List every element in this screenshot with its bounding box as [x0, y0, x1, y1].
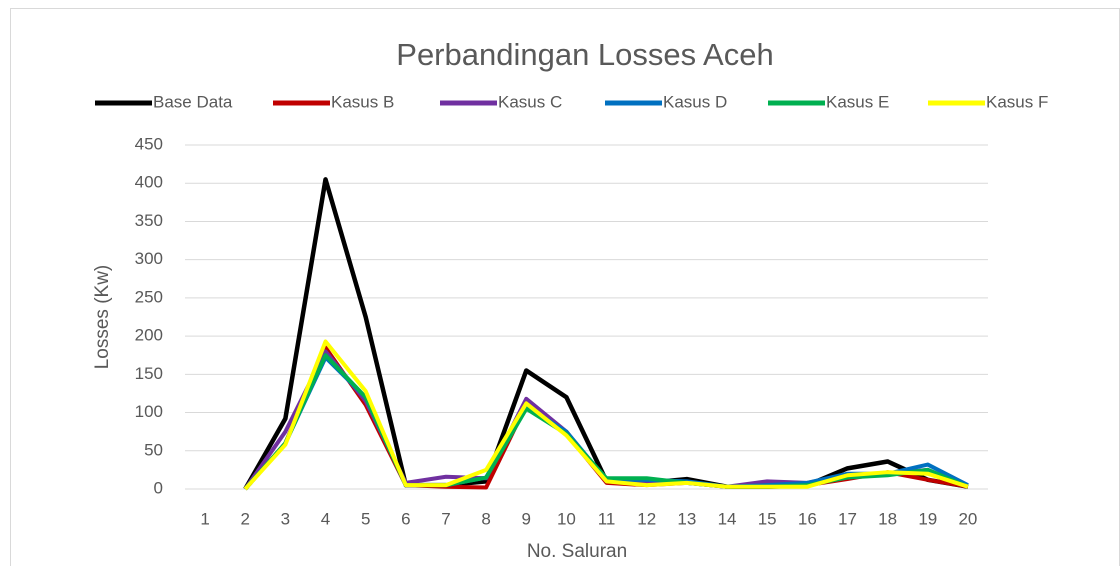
series-line [243, 339, 969, 491]
x-tick-label: 19 [918, 509, 937, 528]
x-tick-label: 4 [321, 509, 330, 528]
x-tick-label: 15 [758, 509, 777, 528]
x-tick-label: 2 [240, 509, 249, 528]
y-tick-label: 350 [135, 211, 163, 230]
x-tick-label: 7 [441, 509, 450, 528]
legend-label: Kasus C [498, 92, 562, 111]
x-tick-label: 3 [281, 509, 290, 528]
x-tick-label: 10 [557, 509, 576, 528]
x-tick-label: 16 [798, 509, 817, 528]
y-tick-label: 450 [135, 134, 163, 153]
y-tick-label: 200 [135, 326, 163, 345]
y-tick-label: 50 [144, 440, 163, 459]
x-axis-label: No. Saluran [527, 541, 627, 562]
x-tick-label: 20 [958, 509, 977, 528]
x-tick-label: 14 [718, 509, 737, 528]
y-tick-label: 300 [135, 249, 163, 268]
x-tick-label: 9 [522, 509, 531, 528]
y-tick-label: 0 [154, 478, 163, 497]
y-tick-label: 150 [135, 364, 163, 383]
x-tick-label: 11 [598, 509, 616, 528]
x-tick-label: 5 [361, 509, 370, 528]
y-axis-label: Losses (Kw) [92, 265, 113, 370]
y-tick-label: 100 [135, 402, 163, 421]
legend-label: Kasus E [826, 92, 889, 111]
x-tick-label: 17 [838, 509, 857, 528]
y-tick-label: 250 [135, 287, 163, 306]
x-tick-label: 6 [401, 509, 410, 528]
legend-label: Base Data [153, 92, 233, 111]
legend-label: Kasus F [986, 92, 1048, 111]
x-tick-label: 13 [677, 509, 696, 528]
chart-title: Perbandingan Losses Aceh [396, 37, 773, 72]
x-tick-label: 12 [637, 509, 656, 528]
series-line [243, 353, 969, 491]
x-tick-label: 8 [481, 509, 490, 528]
x-tick-label: 18 [878, 509, 897, 528]
y-tick-label: 400 [135, 173, 163, 192]
legend-label: Kasus D [663, 92, 727, 111]
x-tick-label: 1 [200, 509, 209, 528]
legend-label: Kasus B [331, 92, 394, 111]
